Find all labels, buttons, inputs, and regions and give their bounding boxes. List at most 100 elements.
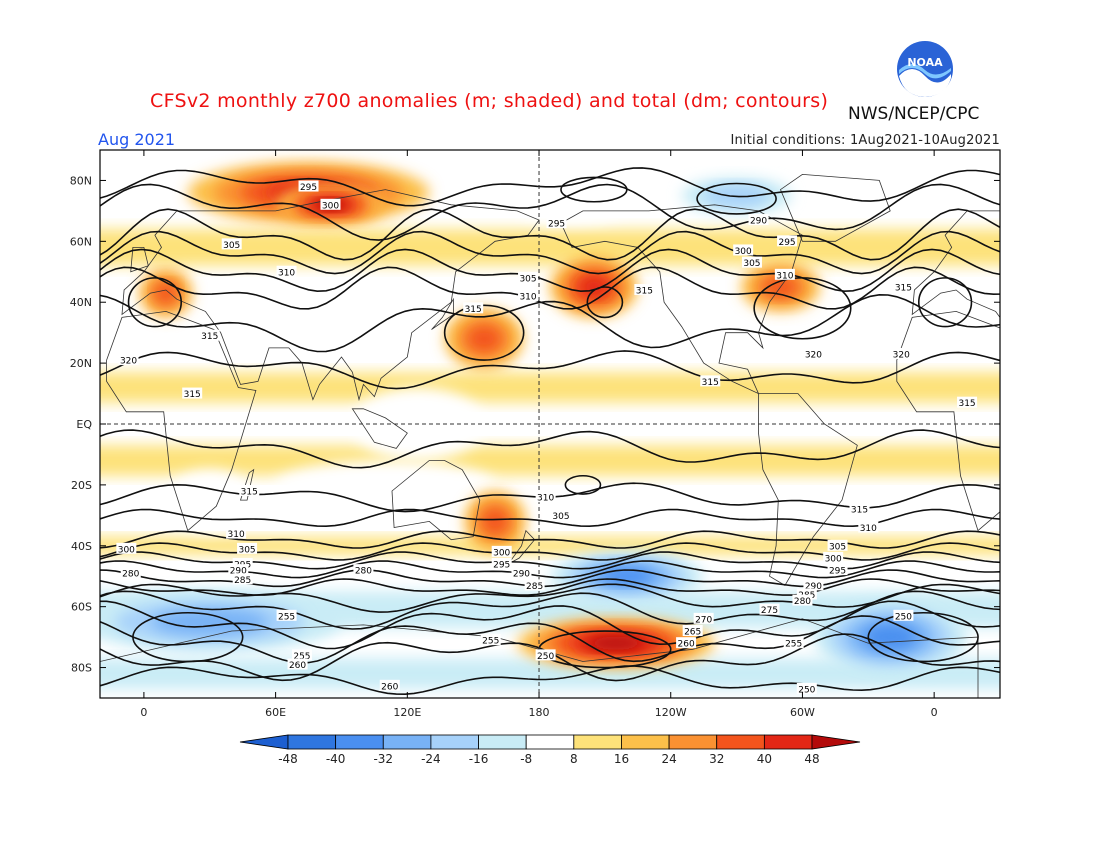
lat-label: 40N: [70, 296, 92, 309]
colorbar-tick-label: 32: [709, 752, 724, 766]
lon-label: 60E: [265, 706, 286, 719]
contour-line-6: [100, 293, 1000, 353]
contour-label: 300: [735, 247, 752, 257]
colorbar-tick-label: -16: [469, 752, 489, 766]
contour-label-bg: [298, 180, 319, 192]
contour-label-bg: [239, 484, 260, 496]
anomaly-region-6: [481, 507, 509, 535]
anomaly-region-2: [466, 325, 502, 353]
contour-line-0: [100, 167, 1000, 207]
contour-label-bg: [491, 545, 512, 557]
lon-label: 120W: [655, 706, 687, 719]
coast-greenland: [780, 173, 891, 242]
contour-labels: 295 300 305 310 295 305 310 315 290 295 300 305 310 3…: [116, 180, 978, 695]
closed-contour-3: [564, 474, 602, 495]
anomaly-region-5: [154, 282, 178, 304]
colorbar-arrow-high: [811, 734, 861, 750]
contour-label-bg: [276, 265, 297, 277]
colorbar-tick-label: 24: [661, 752, 676, 766]
colorbar-tick-label: -40: [326, 752, 346, 766]
contour-label: 295: [778, 238, 795, 248]
contour-label-bg: [893, 609, 914, 621]
contour-label-bg: [535, 649, 556, 661]
colorbar-segment: [668, 734, 718, 750]
contour-line-4: [100, 248, 1000, 293]
contour-label: 310: [776, 271, 793, 281]
colorbar-segment: [573, 734, 622, 750]
coast-eurasia: [121, 189, 540, 402]
contour-line-22: [100, 665, 1000, 696]
contour-label: 285: [234, 576, 251, 586]
contour-label-bg: [320, 198, 341, 210]
contour-label: 285: [526, 582, 543, 592]
contour-label: 315: [636, 287, 653, 297]
contour-label: 315: [895, 284, 912, 294]
contour-label: 320: [805, 350, 822, 360]
contour-label-bg: [803, 347, 824, 359]
contour-label-bg: [748, 214, 769, 226]
contour-label: 260: [678, 640, 695, 650]
contour-label-bg: [783, 637, 804, 649]
contour-line-1: [100, 183, 1000, 241]
contour-label-bg: [228, 564, 249, 576]
contour-label: 280: [794, 597, 811, 607]
band-midlat-positive: [100, 229, 1000, 266]
neutral-patch: [517, 186, 627, 224]
contour-line-3: [100, 230, 1000, 275]
contour-label: 305: [238, 545, 255, 555]
contour-label: 295: [548, 220, 565, 230]
grid-lines: [100, 150, 1000, 698]
axes: 80N 60N 40N 20N EQ 20S 40S 60S 80S 0 60E 120E 180 120…: [70, 150, 1000, 719]
colorbar-tick-label: 16: [614, 752, 629, 766]
contour-label-bg: [827, 564, 848, 576]
contour-label-bg: [182, 387, 203, 399]
contour-label: 260: [381, 682, 398, 692]
contour-label-bg: [287, 658, 308, 670]
contour-label: 290: [230, 567, 247, 577]
contour-label: 255: [293, 652, 310, 662]
contour-label: 265: [684, 628, 701, 638]
contour-label-bg: [276, 609, 297, 621]
lon-label: 0: [931, 706, 938, 719]
contour-label-bg: [774, 268, 795, 280]
contour-label: 305: [743, 259, 760, 269]
coastlines: [100, 173, 1000, 698]
contour-label-bg: [893, 281, 914, 292]
contour-label-bg: [511, 567, 532, 579]
coast-australia: [391, 460, 481, 541]
contour-line-8: [100, 429, 1000, 469]
contour-label-bg: [550, 509, 571, 521]
contour-label: 310: [519, 293, 536, 303]
colorbar-tick-label: 8: [570, 752, 578, 766]
lat-label: 20N: [70, 357, 92, 370]
contour-label: 280: [122, 570, 139, 580]
contour-label-bg: [759, 603, 780, 615]
lon-label: 180: [529, 706, 550, 719]
coast-new-zealand: [507, 529, 536, 565]
contour-label-bg: [858, 521, 879, 533]
contour-label-bg: [796, 588, 817, 600]
contour-label-bg: [700, 375, 721, 387]
colorbar-tick-label: -8: [520, 752, 532, 766]
closed-contour-0: [443, 304, 525, 361]
contour-label: 300: [322, 201, 339, 211]
contour-line-2: [100, 208, 1000, 261]
contour-label-bg: [803, 579, 824, 591]
contour-label: 305: [519, 274, 536, 284]
contour-line-16: [100, 578, 1000, 596]
contour-label: 270: [695, 615, 712, 625]
contour-label: 295: [829, 567, 846, 577]
contour-line-7: [100, 350, 1000, 390]
contour-label: 260: [289, 661, 306, 671]
contour-line-11: [100, 530, 1000, 549]
contour-label-bg: [733, 244, 754, 256]
contour-label-bg: [524, 579, 545, 591]
chart-title: CFSv2 monthly z700 anomalies (m; shaded)…: [150, 90, 829, 112]
contour-label-bg: [221, 238, 242, 250]
closed-contour-4: [127, 277, 183, 328]
contour-label: 320: [120, 357, 137, 367]
contour-label-bg: [480, 634, 501, 646]
svg-text:NOAA: NOAA: [907, 56, 943, 69]
contour-label-bg: [518, 290, 539, 302]
contour-label: 310: [278, 268, 295, 278]
